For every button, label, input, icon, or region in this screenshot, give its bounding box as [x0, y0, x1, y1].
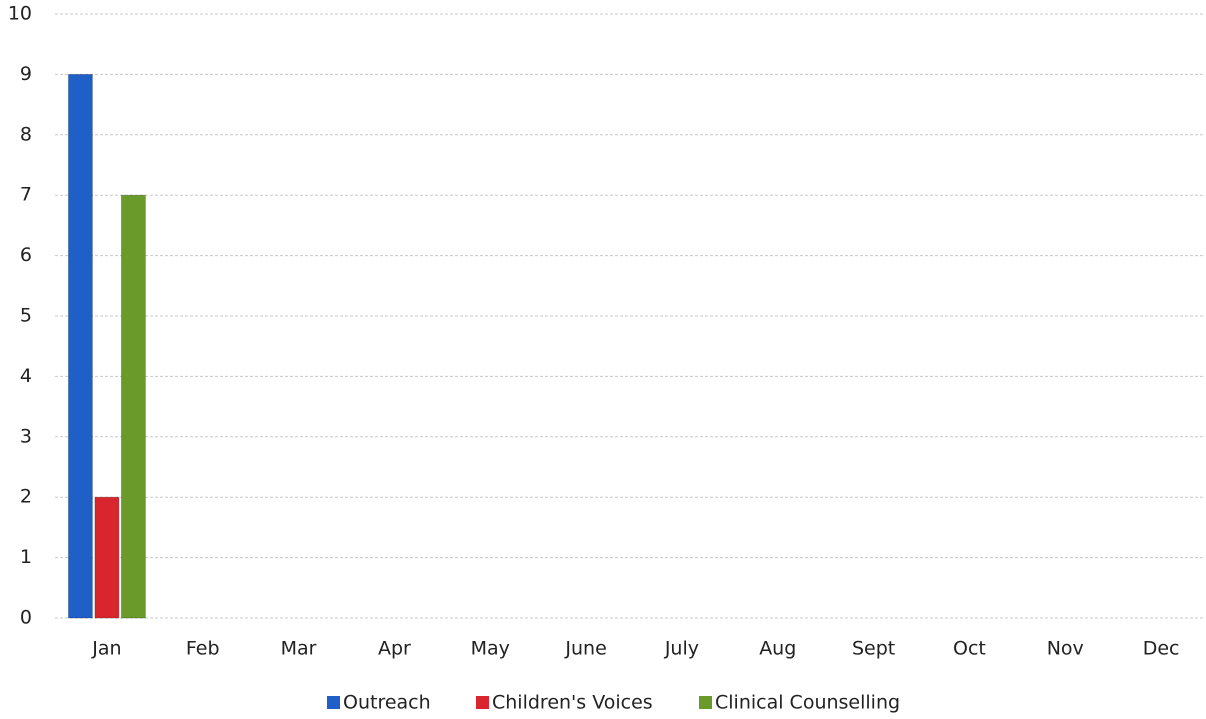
y-tick-label: 2 — [20, 486, 32, 508]
x-tick-label: Nov — [1047, 638, 1084, 660]
x-tick-label: Feb — [186, 638, 220, 660]
y-tick-label: 1 — [20, 546, 32, 568]
legend-label: Children's Voices — [492, 692, 653, 714]
x-tick-label: Aug — [759, 638, 796, 660]
y-tick-label: 8 — [20, 123, 32, 145]
legend-swatch — [327, 696, 340, 709]
legend-swatch — [476, 696, 489, 709]
bar — [68, 74, 93, 619]
y-tick-label: 6 — [20, 244, 32, 266]
x-tick-label: June — [564, 638, 606, 660]
legend-label: Outreach — [343, 692, 431, 714]
x-tick-label: July — [664, 638, 699, 660]
x-tick-label: May — [471, 638, 510, 660]
y-tick-label: 5 — [20, 305, 32, 327]
bar — [94, 496, 120, 619]
y-tick-label: 4 — [20, 365, 32, 387]
x-tick-label: Dec — [1143, 638, 1180, 660]
y-tick-label: 3 — [20, 425, 32, 447]
y-tick-label: 0 — [20, 607, 32, 629]
x-tick-label: Mar — [281, 638, 317, 660]
y-tick-label: 10 — [8, 3, 32, 25]
y-tick-label: 7 — [20, 184, 32, 206]
x-tick-label: Oct — [953, 638, 986, 660]
bar — [121, 194, 146, 619]
x-tick-label: Apr — [378, 638, 411, 660]
x-tick-label: Jan — [91, 638, 121, 660]
y-tick-label: 9 — [20, 63, 32, 85]
x-tick-label: Sept — [852, 638, 895, 660]
legend-label: Clinical Counselling — [715, 692, 900, 714]
legend-swatch — [699, 696, 712, 709]
